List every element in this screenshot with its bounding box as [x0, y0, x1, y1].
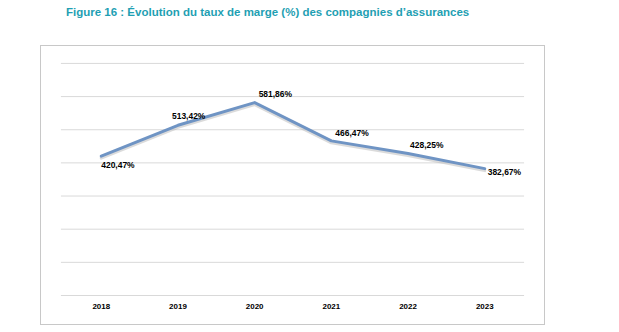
svg-text:2023: 2023 — [476, 302, 494, 311]
html-text:Figure 16 : Évolution du taux: Figure 16 : Évolution du taux de marge (… — [66, 6, 470, 18]
svg-text:382,67%: 382,67% — [488, 167, 522, 177]
svg-text:2022: 2022 — [399, 302, 417, 311]
svg-text:2019: 2019 — [169, 302, 187, 311]
svg-text:513,42%: 513,42% — [172, 111, 206, 121]
svg-text:2020: 2020 — [246, 302, 264, 311]
svg-text:2018: 2018 — [92, 302, 110, 311]
svg-text:428,25%: 428,25% — [410, 140, 444, 150]
svg-text:581,86%: 581,86% — [259, 89, 293, 99]
svg-text:466,47%: 466,47% — [335, 128, 369, 138]
svg-text:420,47%: 420,47% — [101, 160, 135, 170]
svg-text:2021: 2021 — [322, 302, 340, 311]
